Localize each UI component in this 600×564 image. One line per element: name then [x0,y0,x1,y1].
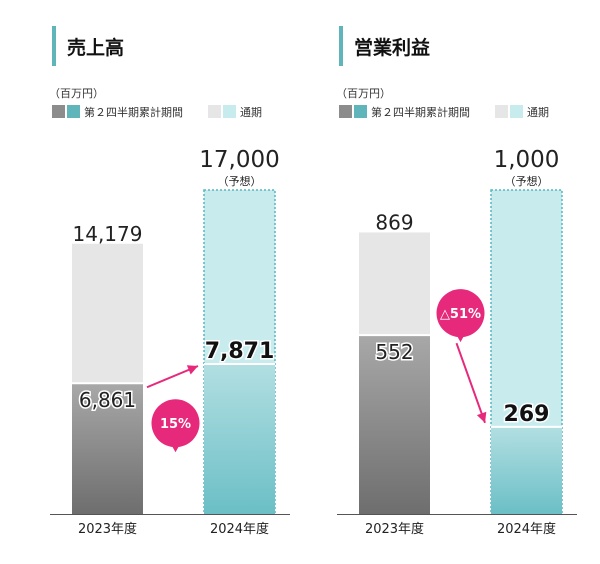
category-label-prior: 2023年度 [365,521,424,537]
change-badge [436,289,485,338]
change-badge-label: △51% [440,307,481,322]
legend-swatch-cur-h1 [67,105,80,118]
legend-swatch-cur-full [510,105,523,118]
legend-swatch-cur-h1 [354,105,367,118]
legend-swatch-cur-full [223,105,236,118]
legend-label-h1: 第２四半期累計期間 [84,105,183,119]
data-label-prior-full: 14,179 [73,222,143,246]
data-label-prior-h1: 6,861 [79,388,136,412]
chart-title: 売上高 [67,36,124,59]
legend-swatch-prior-h1 [339,105,352,118]
bar-current-h1 [204,363,275,514]
legend-swatch-prior-full [208,105,221,118]
data-label-prior-h1: 552 [375,340,413,364]
title-accent-bar [52,26,56,66]
data-label-forecast: 17,000 [199,147,279,173]
change-badge-label: 15% [160,417,191,432]
change-arrow-head [186,365,198,375]
data-label-prior-full: 869 [375,210,413,234]
bar-prior-h1 [359,335,430,514]
bar-current-h1 [491,426,562,514]
data-label-current-h1: 7,871 [205,339,275,364]
data-label-forecast: 1,000 [494,147,560,173]
legend-swatch-prior-h1 [52,105,65,118]
change-badge-tail [455,333,466,343]
unit-label: （百万円） [336,87,391,100]
chart-title: 営業利益 [354,36,430,59]
unit-label: （百万円） [49,87,104,100]
chart-panel: 営業利益 （百万円） 第２四半期累計期間 通期 869 552 1,000（予想） 269 20… [336,26,577,537]
title-accent-bar [339,26,343,66]
legend-label-full: 通期 [527,106,549,119]
chart-panel: 売上高 （百万円） 第２四半期累計期間 通期 14,179 6,861 17,000（予想）… [49,26,290,537]
forecast-note: （予想） [218,174,262,188]
category-label-prior: 2023年度 [78,521,137,537]
legend-swatch-prior-full [495,105,508,118]
legend-label-full: 通期 [240,106,262,119]
change-badge-tail [170,443,181,453]
change-arrow-line [455,342,486,424]
change-arrow-head [476,411,487,423]
data-label-current-h1: 269 [504,402,550,427]
bar-prior-h1 [72,383,143,514]
forecast-note: （予想） [505,174,549,188]
legend-label-h1: 第２四半期累計期間 [371,105,470,119]
category-label-current: 2024年度 [210,521,269,537]
category-label-current: 2024年度 [497,521,556,537]
change-badge [151,399,200,448]
